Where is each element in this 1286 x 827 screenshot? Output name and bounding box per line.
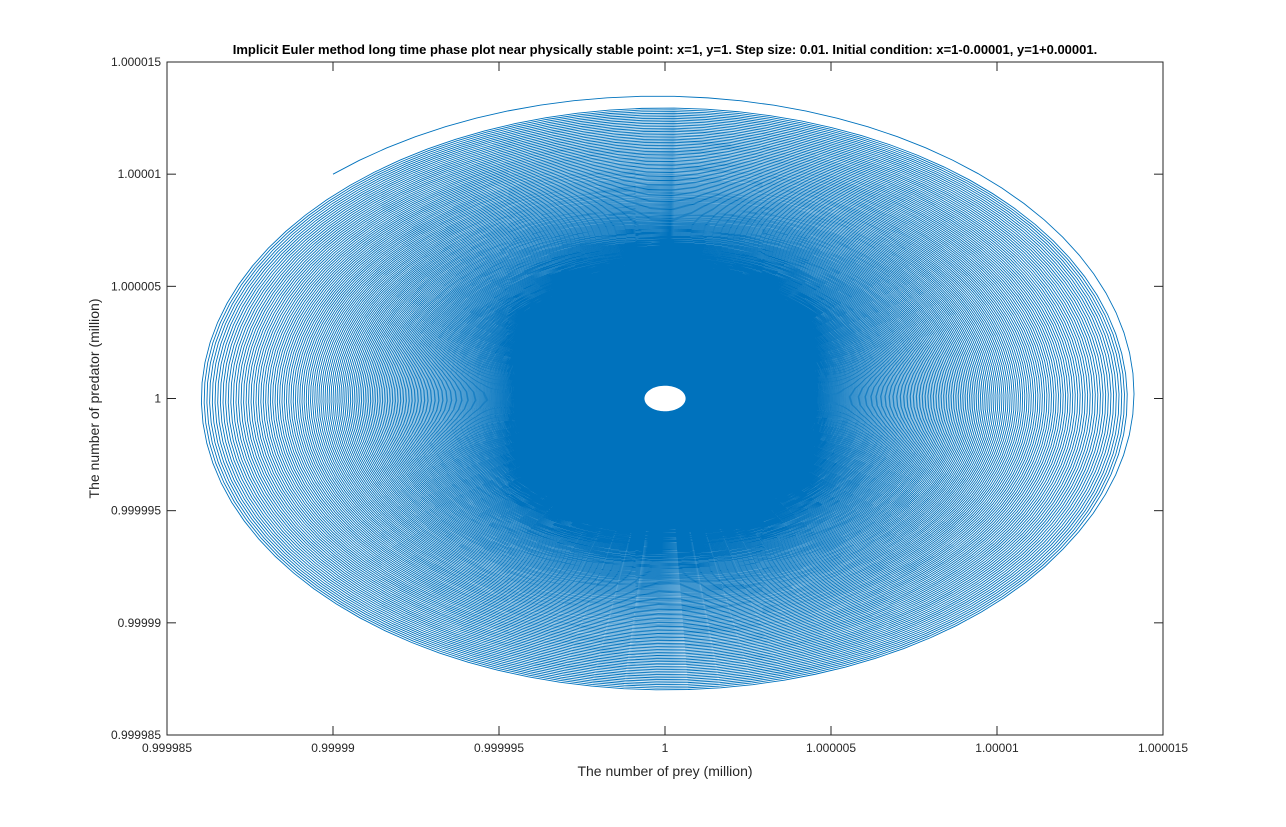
chart-title: Implicit Euler method long time phase pl… bbox=[233, 42, 1097, 57]
x-axis-label: The number of prey (million) bbox=[577, 763, 752, 779]
phase-trajectory-line bbox=[200, 95, 1135, 691]
y-tick-label: 1.00001 bbox=[118, 167, 162, 181]
x-tick-label: 0.999985 bbox=[142, 741, 192, 755]
y-axis-label: The number of predator (million) bbox=[86, 299, 102, 499]
y-tick-label: 0.999995 bbox=[111, 504, 161, 518]
y-tick-label: 0.99999 bbox=[118, 616, 162, 630]
y-tick-label: 0.999985 bbox=[111, 728, 161, 742]
y-tick-label: 1 bbox=[154, 392, 161, 406]
y-axis-ticks: 0.999985 0.99999 0.999995 1 1.000005 1.00001 1… bbox=[111, 55, 1163, 742]
x-tick-label: 0.999995 bbox=[474, 741, 524, 755]
x-tick-label: 1.000015 bbox=[1138, 741, 1188, 755]
x-tick-label: 1.00001 bbox=[975, 741, 1019, 755]
x-tick-label: 0.99999 bbox=[311, 741, 355, 755]
x-axis-ticks: 0.999985 0.99999 0.999995 1 1.000005 1.00001 1… bbox=[142, 62, 1188, 755]
x-tick-label: 1.000005 bbox=[806, 741, 856, 755]
plot-area bbox=[200, 95, 1135, 691]
y-tick-label: 1.000005 bbox=[111, 279, 161, 293]
y-tick-label: 1.000015 bbox=[111, 55, 161, 69]
x-tick-label: 1 bbox=[662, 741, 669, 755]
